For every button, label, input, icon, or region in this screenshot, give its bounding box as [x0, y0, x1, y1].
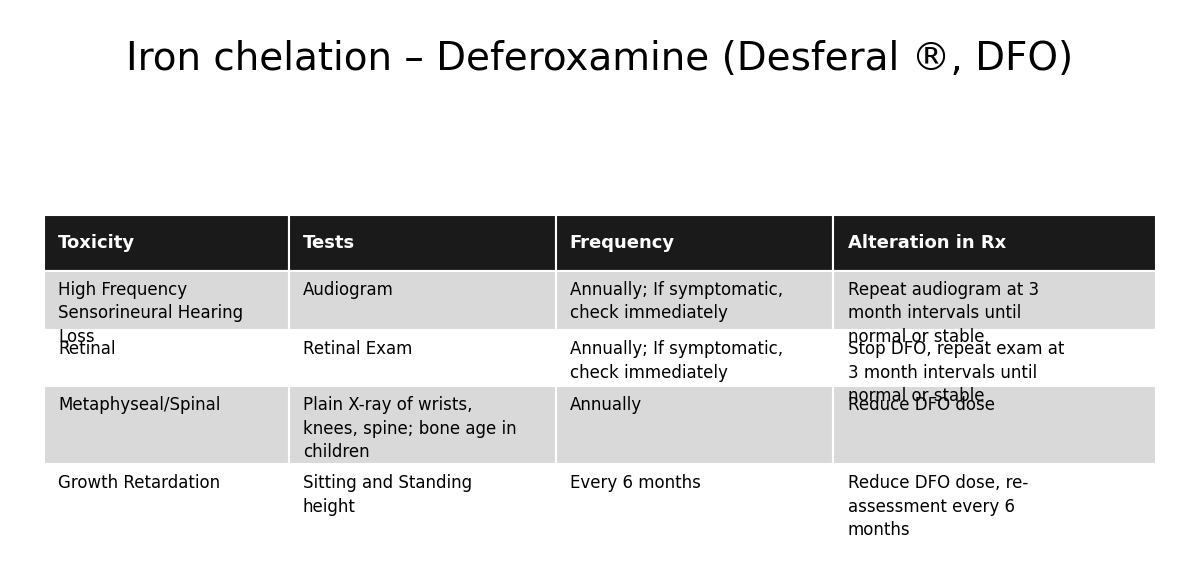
Text: Iron chelation – Deferoxamine (Desferal ®, DFO): Iron chelation – Deferoxamine (Desferal …	[126, 40, 1074, 77]
Text: Reduce DFO dose: Reduce DFO dose	[847, 396, 995, 414]
Text: Annually; If symptomatic,
check immediately: Annually; If symptomatic, check immediat…	[570, 281, 782, 323]
Text: Tests: Tests	[302, 234, 355, 251]
FancyBboxPatch shape	[556, 215, 834, 271]
FancyBboxPatch shape	[289, 215, 556, 271]
Text: Audiogram: Audiogram	[302, 281, 394, 299]
Text: Sitting and Standing
height: Sitting and Standing height	[302, 474, 472, 516]
Text: Retinal Exam: Retinal Exam	[302, 340, 413, 358]
FancyBboxPatch shape	[556, 464, 834, 554]
FancyBboxPatch shape	[289, 464, 556, 554]
Text: Growth Retardation: Growth Retardation	[59, 474, 221, 492]
Text: Every 6 months: Every 6 months	[570, 474, 701, 492]
FancyBboxPatch shape	[834, 330, 1156, 386]
FancyBboxPatch shape	[834, 271, 1156, 330]
Text: Reduce DFO dose, re-
assessment every 6
months: Reduce DFO dose, re- assessment every 6 …	[847, 474, 1028, 539]
Text: Toxicity: Toxicity	[59, 234, 136, 251]
FancyBboxPatch shape	[44, 271, 289, 330]
Text: Repeat audiogram at 3
month intervals until
normal or stable: Repeat audiogram at 3 month intervals un…	[847, 281, 1039, 346]
FancyBboxPatch shape	[556, 330, 834, 386]
Text: Annually: Annually	[570, 396, 642, 414]
FancyBboxPatch shape	[289, 386, 556, 464]
Text: Stop DFO, repeat exam at
3 month intervals until
normal or stable: Stop DFO, repeat exam at 3 month interva…	[847, 340, 1064, 405]
FancyBboxPatch shape	[556, 386, 834, 464]
FancyBboxPatch shape	[44, 215, 289, 271]
FancyBboxPatch shape	[289, 271, 556, 330]
FancyBboxPatch shape	[556, 271, 834, 330]
FancyBboxPatch shape	[834, 215, 1156, 271]
FancyBboxPatch shape	[289, 330, 556, 386]
Text: Plain X-ray of wrists,
knees, spine; bone age in
children: Plain X-ray of wrists, knees, spine; bon…	[302, 396, 516, 461]
FancyBboxPatch shape	[834, 464, 1156, 554]
Text: Frequency: Frequency	[570, 234, 674, 251]
FancyBboxPatch shape	[834, 386, 1156, 464]
Text: High Frequency
Sensorineural Hearing
Loss: High Frequency Sensorineural Hearing Los…	[59, 281, 244, 346]
Text: Metaphyseal/Spinal: Metaphyseal/Spinal	[59, 396, 221, 414]
FancyBboxPatch shape	[44, 330, 289, 386]
FancyBboxPatch shape	[44, 464, 289, 554]
Text: Retinal: Retinal	[59, 340, 115, 358]
Text: Alteration in Rx: Alteration in Rx	[847, 234, 1006, 251]
FancyBboxPatch shape	[44, 386, 289, 464]
Text: Annually; If symptomatic,
check immediately: Annually; If symptomatic, check immediat…	[570, 340, 782, 382]
